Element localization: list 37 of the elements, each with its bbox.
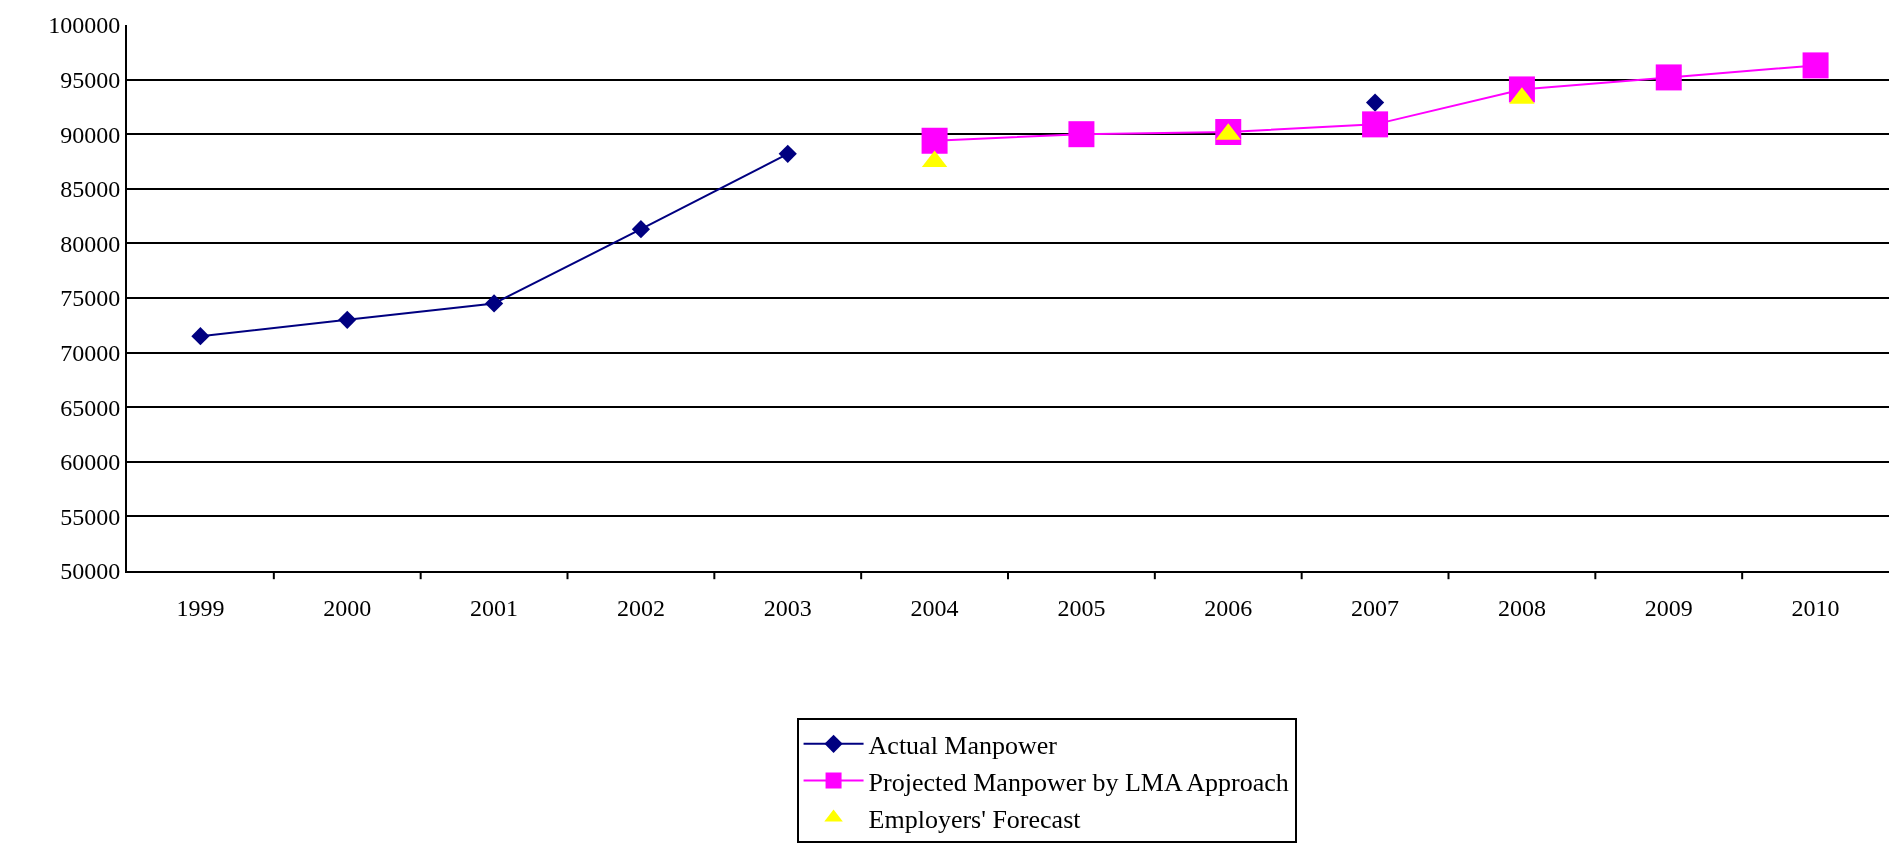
legend-label: Employers' Forecast [868, 804, 1082, 834]
legend-label: Actual Manpower [868, 730, 1058, 760]
point [1365, 93, 1385, 112]
point [191, 327, 210, 346]
x-tick-label: 1999 [176, 594, 225, 621]
point [484, 294, 504, 313]
x-tick-label: 2010 [1791, 594, 1840, 621]
point [1068, 121, 1095, 148]
x-tick-label: 2001 [470, 594, 519, 621]
point [1802, 52, 1829, 79]
y-tick-label: 100000 [48, 12, 121, 39]
y-tick-label: 80000 [60, 230, 121, 257]
point [921, 127, 948, 154]
x-tick-label: 2008 [1497, 594, 1546, 621]
x-tick-label: 2005 [1057, 594, 1106, 621]
point [631, 220, 651, 239]
point [1655, 64, 1682, 91]
x-tick-label: 2004 [910, 594, 959, 621]
y-tick-label: 60000 [60, 449, 121, 476]
y-tick-label: 70000 [60, 340, 121, 366]
point [778, 144, 797, 163]
y-tick-label: 65000 [60, 394, 121, 421]
y-tick-label: 95000 [60, 67, 121, 93]
x-tick-label: 2007 [1351, 594, 1400, 621]
point [338, 310, 357, 329]
x-tick-label: 2000 [323, 594, 372, 621]
y-tick-label: 55000 [60, 503, 121, 530]
legend-label: Projected Manpower by LMA Approach [868, 767, 1289, 797]
y-tick-label: 50000 [60, 558, 121, 585]
y-tick-label: 75000 [60, 285, 121, 312]
x-tick-label: 2003 [763, 594, 812, 621]
y-tick-label: 90000 [60, 121, 121, 148]
x-tick-label: 2009 [1644, 594, 1693, 621]
x-tick-label: 2002 [616, 594, 665, 621]
point [1362, 111, 1389, 138]
x-tick-label: 2006 [1204, 594, 1253, 621]
y-tick-label: 85000 [60, 176, 121, 203]
